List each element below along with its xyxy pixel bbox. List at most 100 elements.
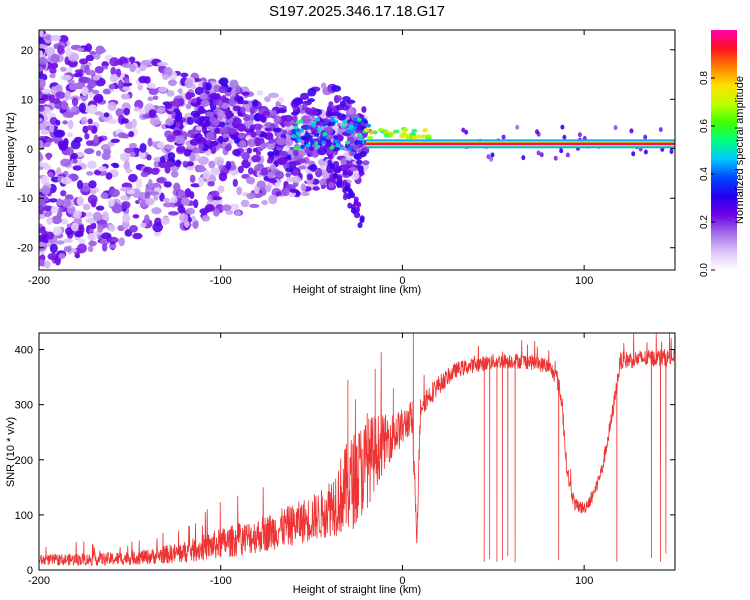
spectrogram-cell — [275, 132, 283, 138]
spectrogram-cell — [140, 171, 149, 178]
spectrogram-cell — [308, 110, 319, 115]
spectrogram-cell — [629, 128, 634, 134]
spectrogram-cell — [88, 91, 94, 99]
spectrogram-cell — [87, 160, 97, 169]
spectrogram-cell — [314, 132, 320, 137]
spectrogram-cell — [70, 222, 79, 232]
spectrogram-cell — [194, 86, 204, 96]
y-tick-label: 0 — [27, 565, 33, 577]
spectrogram-cell — [218, 86, 228, 94]
spectrogram-cell — [87, 194, 98, 205]
spectrogram-cell — [268, 178, 278, 184]
spectrogram-cell — [559, 148, 564, 154]
spectrogram-cell — [350, 171, 360, 181]
spectrogram-cell — [95, 150, 102, 157]
spectrogram-cell — [267, 172, 275, 179]
spectrogram-cell — [643, 149, 648, 155]
spectrogram-cell — [285, 172, 292, 178]
spectrogram-cell — [107, 198, 115, 207]
spectrogram-cell — [278, 96, 284, 104]
spectrogram-cell — [50, 86, 57, 95]
spectrogram-cell — [56, 211, 63, 218]
spectrogram-cell — [189, 153, 196, 162]
spectrogram-cell — [151, 167, 160, 176]
spectrogram-cell — [95, 48, 107, 53]
spectrogram-cell — [193, 199, 199, 209]
spectrogram-cell — [340, 158, 348, 166]
spectrogram-cell — [279, 150, 288, 158]
colorbar-label: Normalized spectral amplitude — [734, 76, 746, 224]
carrier-band-core — [366, 142, 675, 146]
spectrogram-cell — [176, 145, 186, 153]
spectrogram-cell — [62, 111, 74, 118]
spectrogram-cell — [205, 82, 212, 91]
spectrogram-cell — [304, 149, 312, 154]
spectrogram-cell — [82, 203, 91, 211]
spectrogram-cell — [85, 54, 95, 62]
spectrogram-cell — [39, 30, 44, 38]
spectrogram-cell — [164, 102, 173, 109]
spectrogram-cell — [148, 88, 159, 96]
spectrogram-cell — [196, 167, 207, 172]
spectrogram-cell — [306, 173, 313, 181]
spectrogram-cell — [256, 180, 266, 189]
spectrogram-cell — [283, 114, 294, 122]
spectrogram-cell — [77, 243, 88, 254]
spectrogram-cell — [172, 98, 182, 107]
spectrogram-cell — [164, 161, 175, 168]
spectrogram-cell — [461, 127, 466, 133]
spectrogram-cell — [90, 222, 97, 230]
spectrogram-cell — [235, 210, 241, 216]
spectrogram-cell — [50, 34, 61, 42]
spectrogram-cell — [107, 118, 118, 125]
spectrogram-cell — [170, 196, 178, 204]
spectrogram-cell — [404, 133, 411, 138]
spectrogram-cell — [87, 232, 98, 241]
spectrogram-cell — [348, 108, 355, 115]
spectrogram-cell — [259, 115, 267, 122]
spectrogram-cell — [285, 167, 294, 173]
spectrogram-cell — [363, 127, 370, 132]
spectrogram-cell — [72, 165, 82, 171]
spectrogram-cell — [332, 172, 338, 179]
spectrogram-cell — [241, 91, 250, 96]
snr-series-line — [39, 333, 675, 567]
spectrogram-cell — [298, 165, 307, 170]
x-tick-label: 100 — [575, 275, 593, 287]
spectrogram-cell — [86, 171, 94, 176]
spectrogram-cell — [291, 176, 302, 184]
spectrogram-cell — [175, 121, 181, 129]
spectrogram-cell — [46, 152, 52, 161]
spectrogram-cell — [268, 194, 278, 205]
spectrogram-cell — [229, 203, 240, 211]
spectrogram-cell — [120, 195, 128, 201]
spectrogram-cell — [292, 115, 298, 123]
spectrogram-cell — [283, 119, 293, 127]
spectrogram-cell — [162, 74, 169, 81]
x-tick-label: -100 — [210, 575, 232, 587]
spectrogram-cell — [534, 129, 539, 135]
spectrogram-cell — [296, 97, 304, 105]
spectrogram-cell — [77, 238, 86, 245]
y-tick-label: 20 — [21, 45, 33, 57]
spectrogram-cell — [361, 106, 367, 113]
spectrogram-cell — [268, 92, 280, 98]
spectrogram-cell — [307, 87, 317, 97]
spectrogram-cell — [200, 99, 210, 107]
spectrogram-cell — [99, 170, 108, 176]
colorbar-tick-label: 0.2 — [699, 215, 710, 229]
spectrogram-cell — [232, 149, 241, 156]
spectrogram-cell — [194, 132, 203, 142]
spectrogram-cell — [239, 140, 247, 149]
spectrogram-cell — [58, 35, 69, 43]
spectrogram-cell — [190, 110, 201, 118]
spectrogram-cell — [153, 120, 162, 125]
spectrogram-cell — [41, 88, 51, 95]
spectrogram-cell — [120, 118, 129, 124]
spectrogram-cell — [337, 113, 347, 121]
spectrogram-x-axis: -200 -100 0 100 — [28, 30, 593, 287]
spectrogram-cell — [272, 149, 280, 156]
spectrogram-cell — [39, 49, 44, 58]
spectrogram-cell — [521, 155, 526, 161]
spectrogram-cell — [100, 192, 109, 200]
